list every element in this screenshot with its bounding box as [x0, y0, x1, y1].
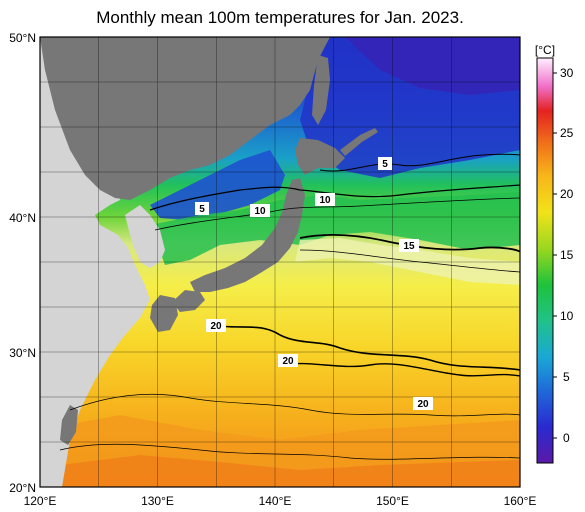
contour-label-text: 5 [199, 204, 205, 215]
contour-label: 20 [206, 319, 226, 332]
colorbar-tick: 10 [560, 309, 574, 323]
lat-tick-label: 50°N [9, 31, 36, 45]
longitude-axis: 120°E 130°E 140°E 150°E 160°E [24, 494, 537, 508]
map-frame [39, 36, 521, 488]
lon-tick-label: 150°E [376, 494, 409, 508]
contour-label: 20 [278, 354, 298, 367]
contour-label: 15 [399, 239, 419, 252]
contour-label-text: 20 [282, 356, 294, 367]
latitude-axis: 50°N 40°N 30°N 20°N [9, 31, 36, 495]
contour-label-text: 10 [319, 195, 331, 206]
map-title: Monthly mean 100m temperatures for Jan. … [96, 8, 464, 27]
lon-tick-label: 120°E [24, 494, 57, 508]
colorbar-tick: 25 [560, 126, 574, 140]
contour-label-text: 15 [403, 241, 415, 252]
lon-tick-label: 130°E [141, 494, 174, 508]
lon-tick-label: 140°E [259, 494, 292, 508]
contour-lines [59, 153, 520, 460]
contour-label: 10 [315, 193, 335, 206]
colorbar: [°C] 30 25 20 15 10 5 0 [535, 43, 574, 464]
contour-label-text: 5 [382, 159, 388, 170]
graticule [40, 37, 520, 487]
colorbar-tick: 15 [560, 248, 574, 262]
lat-tick-label: 30°N [9, 346, 36, 360]
contour-label-text: 20 [417, 399, 429, 410]
contour-label-group: 5 5 10 10 15 20 20 20 [195, 157, 433, 410]
colorbar-tick: 5 [563, 370, 570, 384]
contour-label-text: 20 [210, 321, 222, 332]
colorbar-tick: 0 [563, 431, 570, 445]
contour-label: 5 [378, 157, 392, 170]
contour-label: 10 [250, 204, 270, 217]
colorbar-tick: 20 [560, 187, 574, 201]
lon-tick-label: 160°E [504, 494, 537, 508]
colorbar-tick: 30 [560, 66, 574, 80]
contour-label: 5 [195, 202, 209, 215]
colorbar-unit: [°C] [535, 43, 555, 57]
lat-tick-label: 20°N [9, 481, 36, 495]
colorbar-ramp [536, 57, 554, 464]
contour-label: 20 [413, 397, 433, 410]
contour-label-text: 10 [254, 206, 266, 217]
lat-tick-label: 40°N [9, 211, 36, 225]
